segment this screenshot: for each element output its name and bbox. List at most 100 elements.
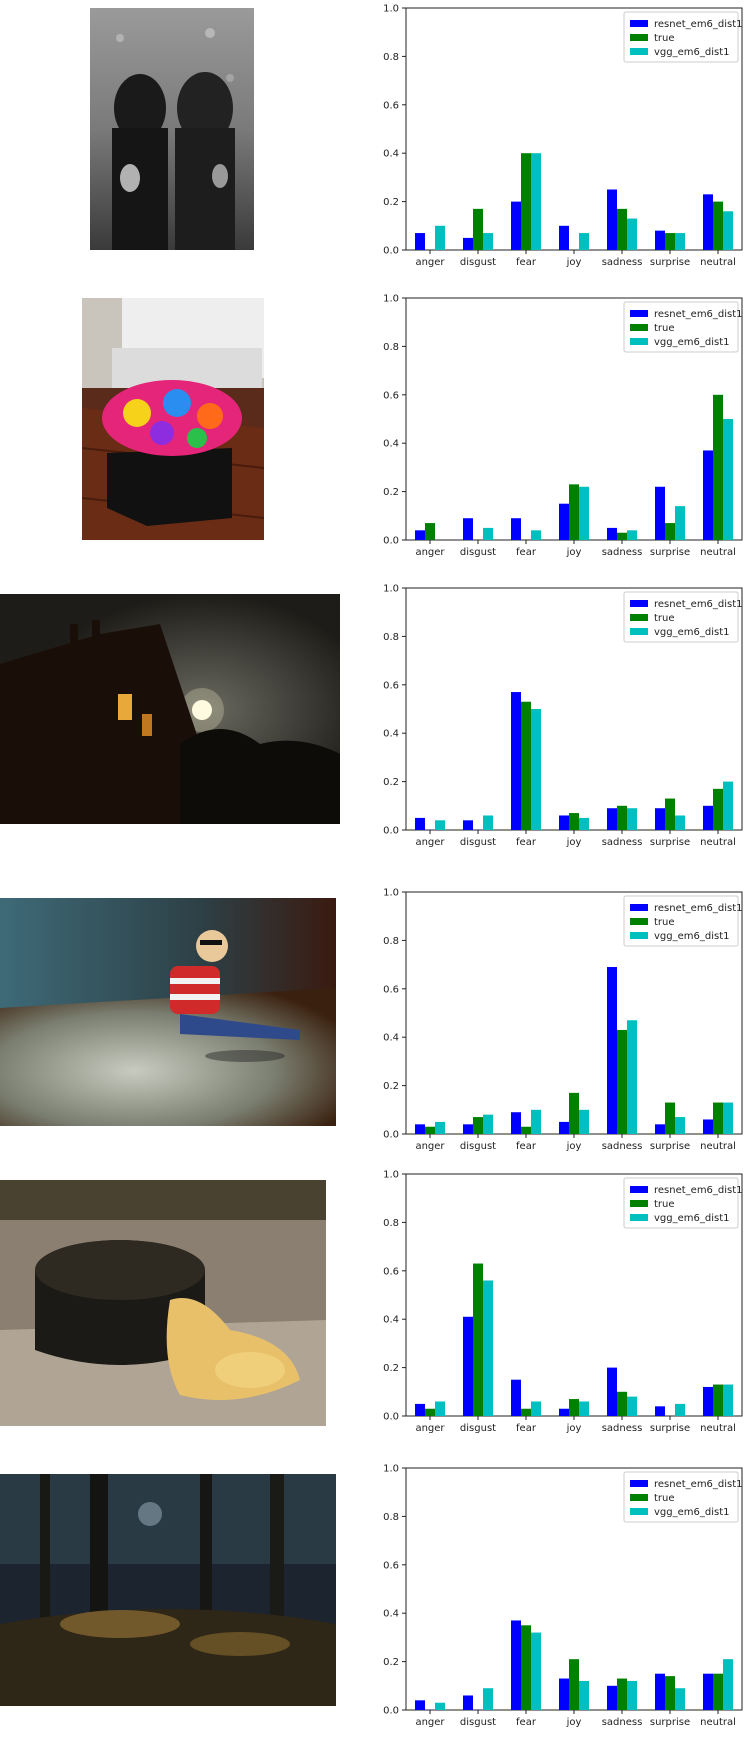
- bar-vgg_em6_dist1-joy: [579, 233, 589, 250]
- bar-resnet_em6_dist1-sadness: [607, 1367, 617, 1416]
- bar-true-sadness: [617, 1029, 627, 1134]
- legend-label-resnet_em6_dist1: resnet_em6_dist1: [654, 1479, 743, 1490]
- bar-vgg_em6_dist1-anger: [435, 1121, 445, 1134]
- bar-resnet_em6_dist1-disgust: [463, 1124, 473, 1134]
- legend-swatch-resnet_em6_dist1: [630, 1186, 648, 1193]
- bar-resnet_em6_dist1-disgust: [463, 820, 473, 830]
- bar-resnet_em6_dist1-sadness: [607, 967, 617, 1134]
- x-tick-label: surprise: [650, 1141, 690, 1152]
- legend-box: [623, 1177, 739, 1229]
- bar-true-neutral: [713, 788, 723, 830]
- y-tick-label: 0.2: [383, 1657, 399, 1668]
- bar-vgg_em6_dist1-joy: [579, 1401, 589, 1416]
- legend-label-resnet_em6_dist1: resnet_em6_dist1: [654, 903, 743, 914]
- x-tick-label: disgust: [460, 547, 496, 558]
- legend-label-vgg_em6_dist1: vgg_em6_dist1: [654, 337, 730, 348]
- bar-vgg_em6_dist1-neutral: [723, 1659, 733, 1710]
- y-tick-label: 1.0: [383, 294, 399, 305]
- bar-vgg_em6_dist1-neutral: [723, 781, 733, 830]
- bar-resnet_em6_dist1-surprise: [655, 1124, 665, 1134]
- bar-true-disgust: [473, 208, 483, 250]
- bar-vgg_em6_dist1-sadness: [627, 218, 637, 250]
- x-tick-label: disgust: [460, 1717, 496, 1728]
- bar-resnet_em6_dist1-joy: [559, 1121, 569, 1134]
- bar-resnet_em6_dist1-fear: [511, 1620, 521, 1710]
- y-tick-label: 0.8: [383, 1512, 399, 1523]
- x-tick-label: joy: [566, 547, 582, 558]
- y-tick-label: 0.4: [383, 729, 399, 740]
- bar-resnet_em6_dist1-joy: [559, 225, 569, 250]
- bar-true-anger: [425, 1126, 435, 1134]
- bar-resnet_em6_dist1-neutral: [703, 805, 713, 830]
- y-tick-label: 0.4: [383, 1609, 399, 1620]
- bar-resnet_em6_dist1-anger: [415, 1124, 425, 1134]
- bar-vgg_em6_dist1-disgust: [483, 1114, 493, 1134]
- legend-swatch-vgg_em6_dist1: [630, 628, 648, 635]
- x-tick-label: joy: [566, 1717, 582, 1728]
- bar-true-joy: [569, 1399, 579, 1416]
- x-tick-label: disgust: [460, 257, 496, 268]
- bar-true-sadness: [617, 208, 627, 250]
- bar-chart-svg: 0.0 0.2 0.4 0.6 0.8 1.0 anger disgust fear joy sad…: [383, 294, 742, 559]
- bar-chart-svg: 0.0 0.2 0.4 0.6 0.8 1.0 anger disgust fear joy sad…: [383, 1464, 743, 1729]
- x-tick-label: fear: [516, 257, 537, 268]
- chart-row-2: 0.0 0.2 0.4 0.6 0.8 1.0 anger disgust fear joy sad…: [370, 290, 750, 559]
- bar-resnet_em6_dist1-joy: [559, 1678, 569, 1710]
- bar-vgg_em6_dist1-anger: [435, 225, 445, 250]
- bar-true-surprise: [665, 1676, 675, 1710]
- y-tick-label: 0.4: [383, 149, 399, 160]
- y-tick-label: 0.0: [383, 1412, 399, 1423]
- bar-resnet_em6_dist1-fear: [511, 1379, 521, 1416]
- bar-resnet_em6_dist1-disgust: [463, 237, 473, 250]
- bar-vgg_em6_dist1-surprise: [675, 506, 685, 540]
- x-tick-label: anger: [415, 837, 445, 848]
- x-tick-label: sadness: [602, 547, 643, 558]
- y-tick-label: 0.6: [383, 984, 399, 995]
- bar-chart-svg: 0.0 0.2 0.4 0.6 0.8 1.0 anger disgust fear joy sad…: [383, 4, 742, 269]
- bar-true-fear: [521, 153, 531, 250]
- bar-resnet_em6_dist1-disgust: [463, 518, 473, 540]
- x-tick-label: neutral: [700, 1423, 736, 1434]
- photo-child: [0, 898, 336, 1126]
- bar-chart-svg: 0.0 0.2 0.4 0.6 0.8 1.0 anger disgust fear joy sad…: [383, 888, 743, 1153]
- legend-swatch-vgg_em6_dist1: [630, 338, 648, 345]
- legend-box: [623, 1471, 739, 1523]
- legend-label-true: true: [654, 613, 675, 624]
- legend-swatch-vgg_em6_dist1: [630, 1214, 648, 1221]
- bar-resnet_em6_dist1-anger: [415, 817, 425, 830]
- bar-true-sadness: [617, 1678, 627, 1710]
- y-tick-label: 1.0: [383, 1464, 399, 1475]
- y-tick-label: 0.0: [383, 1706, 399, 1717]
- x-tick-label: disgust: [460, 837, 496, 848]
- bar-true-neutral: [713, 1673, 723, 1710]
- x-tick-label: joy: [566, 837, 582, 848]
- bar-vgg_em6_dist1-fear: [531, 1109, 541, 1134]
- x-tick-label: surprise: [650, 1423, 690, 1434]
- y-tick-label: 0.0: [383, 246, 399, 257]
- legend-label-true: true: [654, 323, 675, 334]
- bar-true-sadness: [617, 805, 627, 830]
- y-tick-label: 0.6: [383, 680, 399, 691]
- x-tick-label: sadness: [602, 257, 643, 268]
- bar-true-disgust: [473, 1117, 483, 1134]
- y-tick-label: 0.8: [383, 52, 399, 63]
- bar-true-surprise: [665, 1102, 675, 1134]
- bar-true-joy: [569, 484, 579, 540]
- x-tick-label: fear: [516, 1717, 537, 1728]
- bar-true-joy: [569, 813, 579, 830]
- x-tick-label: sadness: [602, 1423, 643, 1434]
- bar-true-surprise: [665, 523, 675, 540]
- legend-swatch-resnet_em6_dist1: [630, 20, 648, 27]
- bar-resnet_em6_dist1-sadness: [607, 527, 617, 540]
- x-tick-label: surprise: [650, 1717, 690, 1728]
- legend-box: [623, 895, 739, 947]
- bar-vgg_em6_dist1-surprise: [675, 1688, 685, 1710]
- y-tick-label: 0.8: [383, 936, 399, 947]
- y-tick-label: 0.0: [383, 1130, 399, 1141]
- y-tick-label: 0.8: [383, 1218, 399, 1229]
- x-tick-label: fear: [516, 547, 537, 558]
- x-tick-label: fear: [516, 1423, 537, 1434]
- legend-label-resnet_em6_dist1: resnet_em6_dist1: [654, 1185, 743, 1196]
- x-tick-label: neutral: [700, 1717, 736, 1728]
- y-tick-label: 0.0: [383, 536, 399, 547]
